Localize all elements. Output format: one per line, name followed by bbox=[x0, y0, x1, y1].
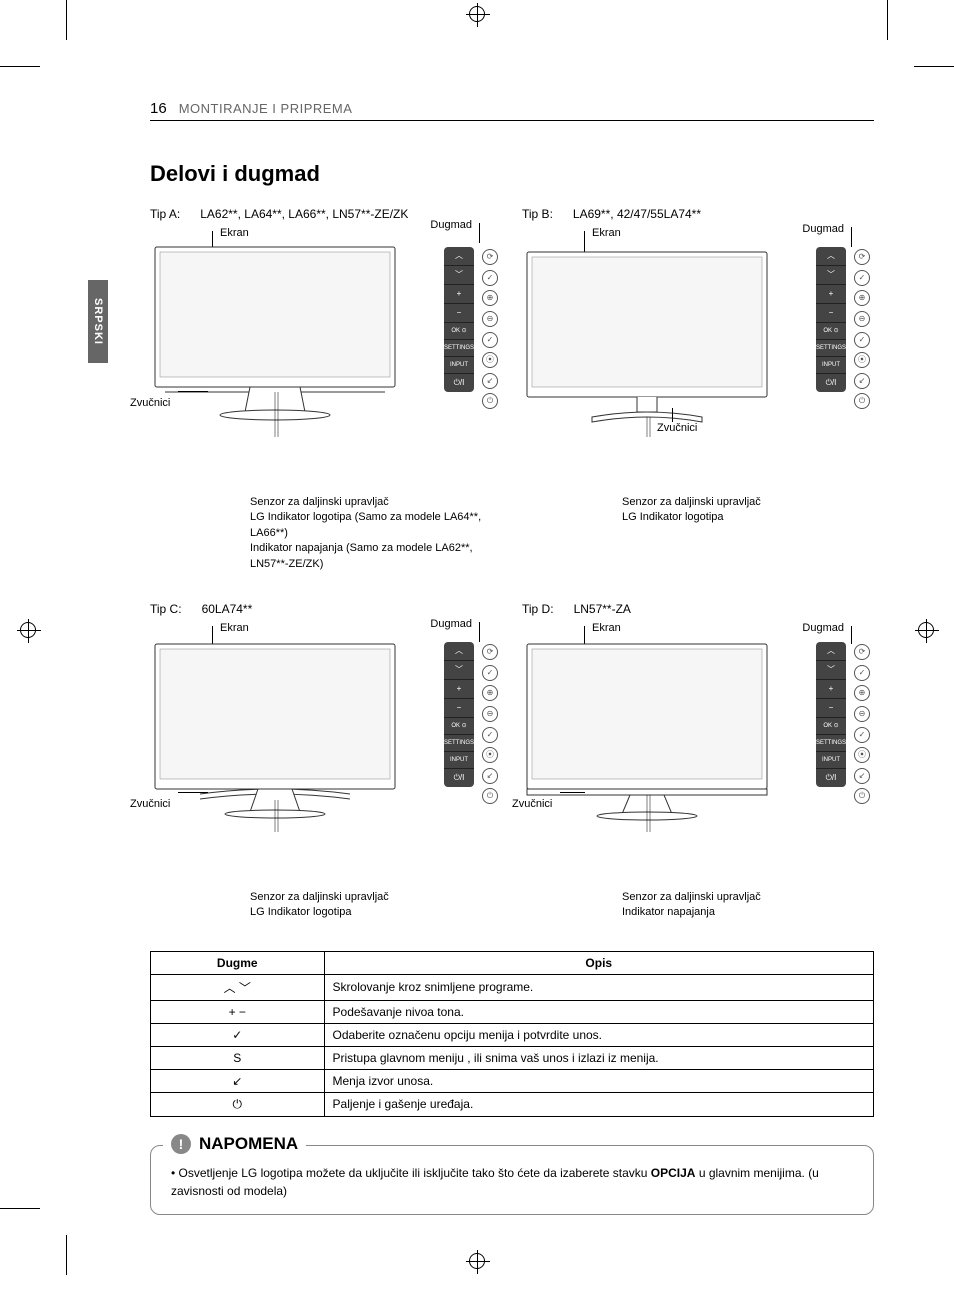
button-icons: ⟳ ✓ ⊕ ⊖ ✓ ⦿ ↙ ⏻ bbox=[854, 247, 874, 412]
table-row: + − Podešavanje nivoa tona. bbox=[151, 1000, 874, 1023]
note-title: NAPOMENA bbox=[199, 1134, 298, 1154]
type-models: LA69**, 42/47/55LA74** bbox=[573, 207, 701, 221]
button-icons: ⟳ ✓ ⊕ ⊖ ✓ ⦿ ↙ ⏻ bbox=[854, 642, 874, 807]
tv-illustration bbox=[150, 632, 410, 835]
table-row: ✓ Odaberite označenu opciju menija i pot… bbox=[151, 1023, 874, 1046]
label-zvucnici: Zvučnici bbox=[657, 422, 697, 434]
callouts: Senzor za daljinski upravljač Indikator … bbox=[522, 890, 874, 921]
label-dugmad: Dugmad bbox=[802, 622, 844, 634]
tv-illustration bbox=[522, 237, 782, 440]
tv-illustration bbox=[522, 632, 782, 835]
label-zvucnici: Zvučnici bbox=[130, 798, 170, 810]
page-number: 16 bbox=[150, 100, 167, 117]
callouts: Senzor za daljinski upravljač LG Indikat… bbox=[150, 495, 502, 572]
language-tab: SRPSKI bbox=[88, 280, 108, 363]
label-zvucnici: Zvučnici bbox=[512, 798, 552, 810]
button-panel: ︿ ﹀ + − OK ⊙ SETTINGS INPUT ⏻/I bbox=[444, 247, 474, 392]
label-zvucnici: Zvučnici bbox=[130, 397, 170, 409]
info-icon: ! bbox=[171, 1134, 191, 1154]
type-label: Tip A: bbox=[150, 207, 180, 221]
type-models: 60LA74** bbox=[202, 602, 253, 616]
button-icons: ⟳ ✓ ⊕ ⊖ ✓ ⦿ ↙ ⏻ bbox=[482, 247, 502, 412]
tv-type-d: Tip D: LN57**-ZA Ekran Dugmad bbox=[522, 602, 874, 921]
tv-type-b: Tip B: LA69**, 42/47/55LA74** Ekran Dugm… bbox=[522, 207, 874, 572]
button-icons: ⟳ ✓ ⊕ ⊖ ✓ ⦿ ↙ ⏻ bbox=[482, 642, 502, 807]
note-text: Osvetljenje LG logotipa možete da uključ… bbox=[171, 1164, 857, 1200]
callouts: Senzor za daljinski upravljač LG Indikat… bbox=[150, 890, 502, 921]
type-models: LA62**, LA64**, LA66**, LN57**-ZE/ZK bbox=[200, 207, 408, 221]
tv-type-a: Tip A: LA62**, LA64**, LA66**, LN57**-ZE… bbox=[150, 207, 502, 572]
label-dugmad: Dugmad bbox=[430, 618, 472, 630]
table-header-desc: Opis bbox=[324, 951, 873, 974]
header-section: MONTIRANJE I PRIPREMA bbox=[179, 101, 353, 116]
button-description-table: Dugme Opis ︿ ﹀ Skrolovanje kroz snimljen… bbox=[150, 951, 874, 1117]
table-row: ⏻ Paljenje i gašenje uređaja. bbox=[151, 1092, 874, 1116]
button-panel: ︿ ﹀ + − OK ⊙ SETTINGS INPUT ⏻/I bbox=[816, 642, 846, 787]
type-label: Tip B: bbox=[522, 207, 553, 221]
tv-type-c: Tip C: 60LA74** Ekran Dugmad bbox=[150, 602, 502, 921]
label-dugmad: Dugmad bbox=[802, 223, 844, 235]
section-title: Delovi i dugmad bbox=[150, 161, 874, 187]
button-panel: ︿ ﹀ + − OK ⊙ SETTINGS INPUT ⏻/I bbox=[816, 247, 846, 392]
tv-illustration bbox=[150, 237, 410, 440]
type-models: LN57**-ZA bbox=[574, 602, 631, 616]
callouts: Senzor za daljinski upravljač LG Indikat… bbox=[522, 495, 874, 526]
table-row: S Pristupa glavnom meniju , ili snima va… bbox=[151, 1046, 874, 1069]
table-header-button: Dugme bbox=[151, 951, 325, 974]
note-box: ! NAPOMENA Osvetljenje LG logotipa možet… bbox=[150, 1145, 874, 1215]
type-label: Tip C: bbox=[150, 602, 182, 616]
page-header: 16 MONTIRANJE I PRIPREMA bbox=[150, 100, 874, 121]
button-panel: ︿ ﹀ + − OK ⊙ SETTINGS INPUT ⏻/I bbox=[444, 642, 474, 787]
table-row: ↙ Menja izvor unosa. bbox=[151, 1069, 874, 1092]
label-dugmad: Dugmad bbox=[430, 219, 472, 231]
type-label: Tip D: bbox=[522, 602, 554, 616]
table-row: ︿ ﹀ Skrolovanje kroz snimljene programe. bbox=[151, 974, 874, 1000]
